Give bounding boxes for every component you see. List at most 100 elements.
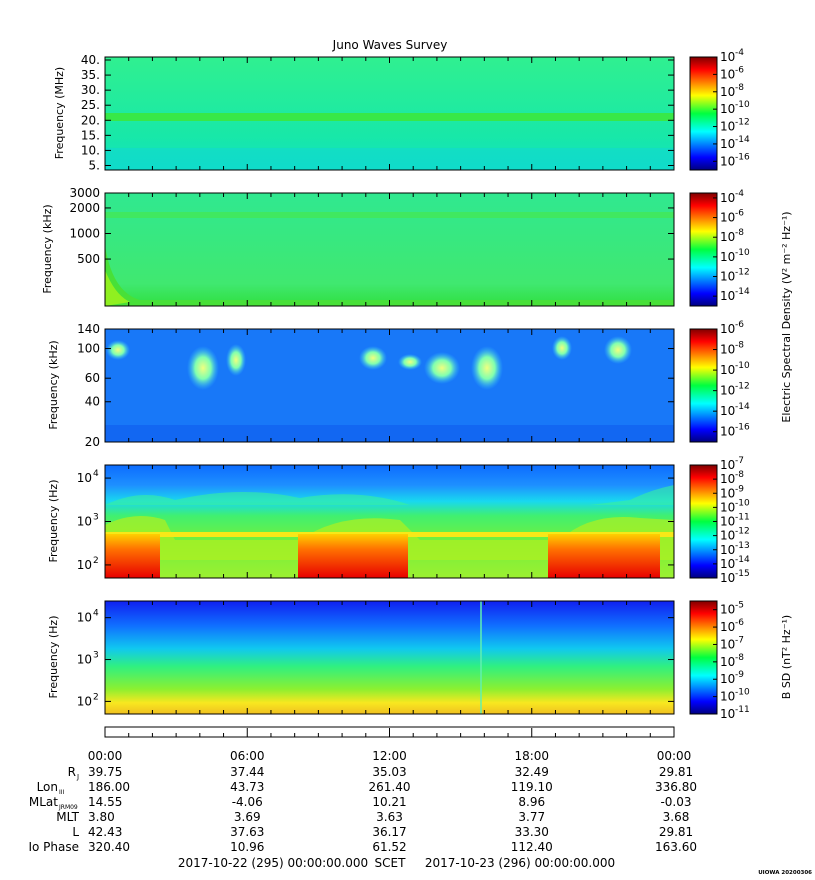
panel-2-ylabel: Frequency (kHz)	[41, 204, 54, 293]
colorbar-tick-label: 10	[720, 230, 735, 244]
colorbar	[689, 600, 718, 715]
ephemeris-value: 10.21	[372, 795, 406, 809]
uiowa-stamp: UIOWA 20200306	[758, 870, 812, 876]
ephemeris-row-label: L	[72, 825, 79, 839]
y-tick-label: 500	[77, 252, 100, 266]
y-tick-label: 10	[77, 515, 92, 529]
colorbar-tick-label: 10	[720, 50, 735, 64]
panel-2-spectrogram	[105, 193, 674, 306]
ephemeris-row-label: R	[68, 765, 76, 779]
colorbar-tick-label: 10	[720, 557, 735, 571]
ephemeris-value: 186.00	[88, 780, 130, 794]
colorbar-tick-label: 10	[720, 384, 735, 398]
colorbar-tick-exponent: -10	[735, 248, 750, 258]
y-tick-label: 10	[77, 471, 92, 485]
colorbar-tick-exponent: -16	[735, 152, 750, 162]
panel-3-khz-low	[105, 329, 674, 442]
ephemeris-value: 3.68	[663, 810, 690, 824]
ephemeris-row-subscript: JRM09	[58, 804, 78, 811]
ephemeris-value: 10.96	[230, 840, 264, 854]
colorbar-tick-exponent: -16	[735, 423, 750, 433]
colorbar-tick-label: 10	[720, 690, 735, 704]
ephemeris-value: 320.40	[88, 840, 130, 854]
y-tick-exponent: 2	[93, 556, 99, 566]
panel-4-ylabel: Frequency (Hz)	[47, 480, 60, 563]
colorbar	[689, 56, 718, 171]
y-tick-label: 100	[77, 342, 100, 356]
ephemeris-value: 3.77	[518, 810, 545, 824]
y-tick-label: 40.	[81, 53, 100, 67]
colorbar	[689, 464, 718, 579]
panel-3-ylabel: Frequency (kHz)	[47, 340, 60, 429]
ephemeris-value: 119.10	[511, 780, 553, 794]
colorbar-tick-exponent: -11	[735, 513, 750, 523]
ephemeris-value: 37.44	[230, 765, 264, 779]
panel-3-emission-blob	[398, 354, 422, 370]
panel-3-emission-blob	[552, 336, 572, 360]
y-tick-label: 10	[77, 558, 92, 572]
ephemeris-value: 33.30	[515, 825, 549, 839]
colorbar-tick-exponent: -9	[735, 484, 744, 494]
ephemeris-value: 3.69	[234, 810, 261, 824]
colorbar-tick-exponent: -14	[735, 402, 750, 412]
panel-4-intense-region	[548, 534, 660, 578]
y-tick-label: 5.	[89, 158, 100, 172]
y-tick-label: 1000	[69, 227, 100, 241]
colorbar-tick-exponent: -13	[735, 541, 750, 551]
ephemeris-value: 163.60	[655, 840, 697, 854]
colorbar-tick-label: 10	[720, 343, 735, 357]
ephemeris-value: -0.03	[660, 795, 691, 809]
colorbar-tick-label: 10	[720, 120, 735, 134]
ephemeris-value: 3.63	[376, 810, 403, 824]
scet-label: SCET	[375, 856, 407, 870]
panel-5-hz-magnetic	[105, 601, 674, 714]
colorbar-tick-label: 10	[720, 571, 735, 585]
colorbar-tick-exponent: -14	[735, 555, 750, 565]
colorbar-tick-exponent: -10	[735, 100, 750, 110]
colorbar-tick-exponent: -12	[735, 527, 750, 537]
y-tick-label: 60	[85, 371, 100, 385]
y-tick-label: 3000	[69, 186, 100, 200]
colorbar-tick-exponent: -7	[735, 456, 744, 466]
ephemeris-value: 39.75	[88, 765, 122, 779]
colorbar-tick-label: 10	[720, 707, 735, 721]
colorbar-tick-exponent: -14	[735, 135, 750, 145]
ephemeris-value: 61.52	[372, 840, 406, 854]
ephemeris-value: 8.96	[518, 795, 545, 809]
colorbar-tick-exponent: -6	[735, 209, 744, 219]
y-tick-label: 40	[85, 395, 100, 409]
panel-2-khz-high	[105, 193, 674, 306]
y-tick-label: 10.	[81, 143, 100, 157]
colorbar-tick-label: 10	[720, 322, 735, 336]
ephemeris-value: 336.80	[655, 780, 697, 794]
colorbar-tick-exponent: -6	[735, 320, 744, 330]
colorbar	[689, 192, 718, 307]
y-tick-label: 35.	[81, 68, 100, 82]
y-tick-label: 10	[77, 611, 92, 625]
x-ticks	[128, 728, 651, 737]
ephemeris-value: 42.43	[88, 825, 122, 839]
chart-title: Juno Waves Survey	[332, 38, 448, 52]
panel-3-emission-blob	[226, 344, 246, 376]
y-tick-label: 30.	[81, 83, 100, 97]
ephemeris-value: 14.55	[88, 795, 122, 809]
y-tick-label: 15.	[81, 128, 100, 142]
end-date: 2017-10-23 (296) 00:00:00.000	[425, 856, 615, 870]
colorbar-tick-label: 10	[720, 404, 735, 418]
panel-2-band-1700khz	[105, 212, 674, 218]
electric-colorbar-title: Electric Spectral Density (V² m⁻² Hz⁻¹)	[780, 211, 793, 422]
colorbar-tick-label: 10	[720, 250, 735, 264]
colorbar-tick-exponent: -8	[735, 470, 744, 480]
y-tick-label: 2000	[69, 201, 100, 215]
colorbar-tick-exponent: -8	[735, 653, 744, 663]
colorbar-tick-label: 10	[720, 472, 735, 486]
colorbar-tick-exponent: -10	[735, 361, 750, 371]
panel-3-emission-blob	[424, 352, 460, 384]
panel-3-emission-blob	[106, 340, 130, 360]
y-tick-label: 20.	[81, 113, 100, 127]
colorbar-tick-exponent: -7	[735, 635, 744, 645]
y-tick-label: 140	[77, 322, 100, 336]
